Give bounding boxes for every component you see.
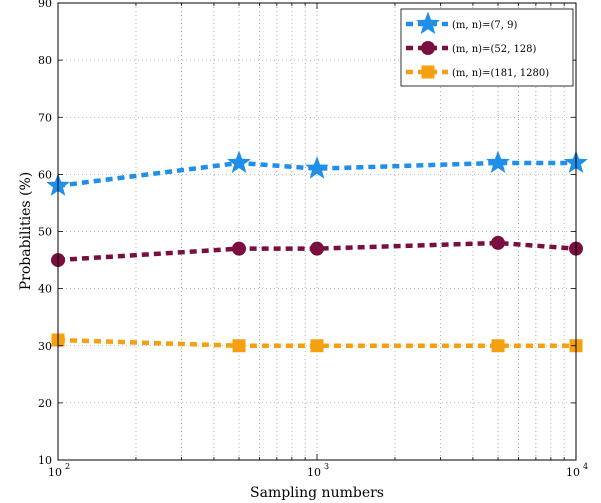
x-tick-exponent: 3 bbox=[324, 462, 329, 471]
data-point bbox=[310, 339, 324, 353]
x-tick-label: 10 bbox=[48, 466, 62, 479]
x-tick-exponent: 4 bbox=[583, 462, 588, 471]
data-point bbox=[491, 235, 506, 250]
legend-swatch-marker bbox=[421, 41, 435, 55]
data-point bbox=[486, 150, 510, 174]
series-2 bbox=[51, 235, 583, 268]
legend-swatch-marker bbox=[416, 11, 440, 35]
x-tick-exponent: 2 bbox=[65, 462, 70, 471]
data-point bbox=[491, 339, 505, 353]
data-point bbox=[305, 156, 329, 179]
series-line bbox=[57, 160, 576, 189]
legend-item: (m, n)=(7, 9) bbox=[406, 11, 517, 35]
y-axis-label: Probabilities (%) bbox=[18, 172, 34, 291]
y-tick-label: 10 bbox=[38, 454, 52, 467]
y-tick-label: 20 bbox=[38, 397, 52, 410]
y-tick-label: 30 bbox=[38, 340, 52, 353]
x-tick-label: 10 bbox=[307, 466, 321, 479]
ticks bbox=[57, 2, 576, 461]
data-point bbox=[227, 150, 251, 174]
data-point bbox=[232, 241, 247, 256]
x-axis-label: Sampling numbers bbox=[250, 485, 384, 501]
y-tick-label: 40 bbox=[38, 283, 52, 296]
legend-item: (m, n)=(52, 128) bbox=[406, 41, 537, 55]
y-tick-label: 50 bbox=[38, 226, 52, 239]
series-line bbox=[57, 240, 577, 263]
y-tick-label: 80 bbox=[38, 54, 52, 67]
data-point bbox=[310, 241, 324, 256]
legend-swatch-marker bbox=[421, 65, 435, 79]
x-tick-label: 10 bbox=[566, 466, 580, 479]
y-tick-label: 60 bbox=[38, 168, 52, 181]
legend-label: (m, n)=(181, 1280) bbox=[452, 68, 549, 79]
grid bbox=[58, 3, 576, 460]
series-line bbox=[57, 337, 576, 348]
legend: (m, n)=(7, 9) (m, n)=(52, 128) (m, n)=(181… bbox=[400, 8, 574, 87]
legend-label: (m, n)=(52, 128) bbox=[452, 44, 537, 55]
y-tick-label: 70 bbox=[38, 111, 52, 124]
y-tick-label: 90 bbox=[38, 0, 52, 10]
legend-label: (m, n)=(7, 9) bbox=[452, 20, 517, 31]
data-point bbox=[232, 339, 246, 353]
legend-item: (m, n)=(181, 1280) bbox=[406, 65, 549, 79]
